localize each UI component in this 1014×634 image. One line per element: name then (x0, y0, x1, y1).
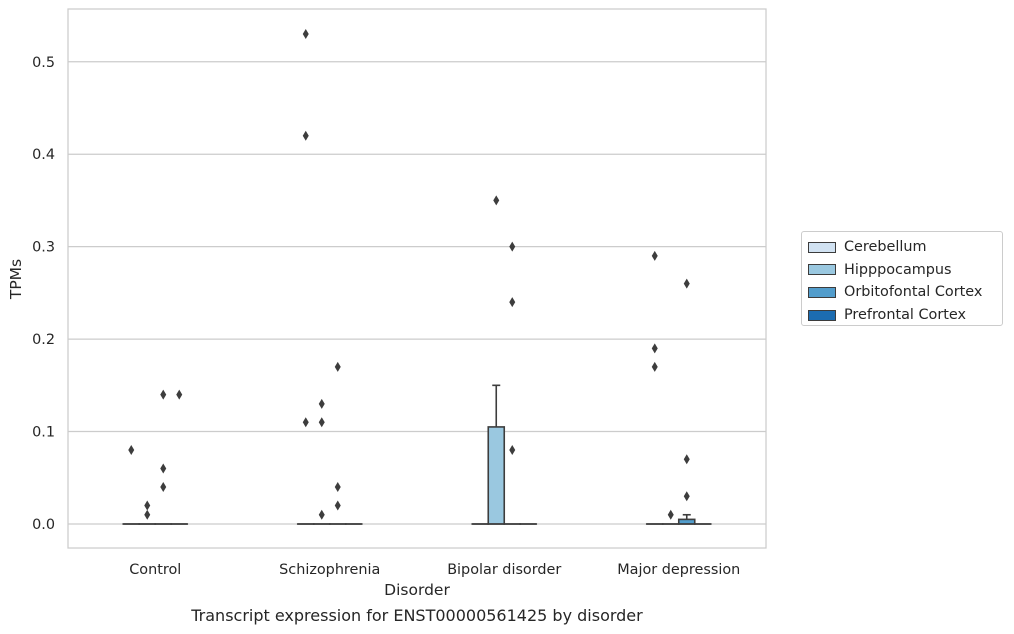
legend-item-orbitofrontal-cortex: Orbitofontal Cortex (808, 281, 1002, 304)
outlier-point (667, 509, 674, 520)
legend-item-prefrontal-cortex: Prefrontal Cortex (808, 304, 1002, 327)
legend-swatch-hippocampus (808, 264, 836, 276)
legend-item-cerebellum: Cerebellum (808, 236, 1002, 259)
outlier-point (160, 389, 167, 400)
x-tick-label: Bipolar disorder (447, 562, 561, 578)
tick-layer: 0.0 0.1 0.2 0.3 0.4 0.5 Control Schizophrenia Bi… (32, 55, 740, 578)
y-tick-label: 0.1 (32, 425, 55, 441)
y-tick-label: 0.4 (32, 147, 55, 163)
outlier-point (318, 509, 325, 520)
legend: Cerebellum Hipppocampus Orbitofontal Cor… (801, 231, 1003, 326)
outlier-point (651, 343, 658, 354)
grid-layer (68, 61, 766, 525)
legend-swatch-cerebellum (808, 241, 836, 253)
outlier-point (302, 29, 309, 40)
outlier-point (176, 389, 183, 400)
outlier-point (318, 398, 325, 409)
box-2-1 (487, 384, 506, 525)
outlier-point (651, 361, 658, 372)
plot-frame (67, 8, 767, 549)
x-axis-label: Disorder (384, 581, 450, 599)
outlier-point (493, 195, 500, 206)
box-body (487, 426, 506, 525)
figure-caption: Transcript expression for ENST0000056142… (191, 606, 643, 625)
legend-swatch-orbitofrontal-cortex (808, 286, 836, 298)
outlier-point (509, 241, 516, 252)
box-3-2 (677, 513, 696, 525)
outlier-point (683, 454, 690, 465)
outlier-point (302, 417, 309, 428)
outlier-point (509, 297, 516, 308)
outlier-point (683, 491, 690, 502)
outlier-point (144, 509, 151, 520)
outlier-point (318, 417, 325, 428)
outlier-point (128, 445, 135, 456)
legend-label: Cerebellum (844, 239, 927, 256)
x-tick-label: Schizophrenia (279, 562, 380, 578)
outlier-point (334, 500, 341, 511)
outlier-point (509, 445, 516, 456)
legend-label: Orbitofontal Cortex (844, 284, 983, 301)
outlier-point (144, 500, 151, 511)
flier-layer (128, 29, 690, 520)
y-tick-label: 0.3 (32, 240, 55, 256)
y-tick-label: 0.0 (32, 517, 55, 533)
y-tick-label: 0.2 (32, 332, 55, 348)
legend-swatch-prefrontal-cortex (808, 309, 836, 321)
box-layer (122, 384, 712, 525)
outlier-point (683, 278, 690, 289)
outlier-point (160, 482, 167, 493)
legend-label: Prefrontal Cortex (844, 307, 967, 324)
y-axis-label: TPMs (7, 259, 25, 300)
outlier-point (651, 250, 658, 261)
legend-label: Hipppocampus (844, 261, 952, 278)
outlier-point (160, 463, 167, 474)
legend-item-hippocampus: Hipppocampus (808, 259, 1002, 282)
outlier-point (334, 361, 341, 372)
outlier-point (302, 130, 309, 141)
outlier-point (334, 482, 341, 493)
x-tick-label: Control (129, 562, 181, 578)
y-tick-label: 0.5 (32, 55, 55, 71)
x-tick-label: Major depression (617, 562, 740, 578)
